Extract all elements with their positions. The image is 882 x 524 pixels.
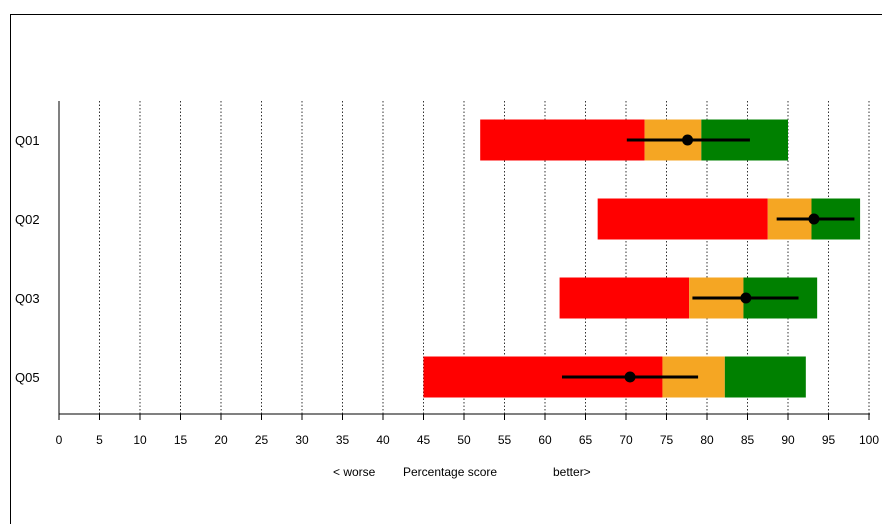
- x-tick-label: 60: [538, 433, 552, 447]
- score-point: [808, 213, 820, 225]
- bar-segment-red: [480, 119, 645, 161]
- x-tick-label: 85: [741, 433, 755, 447]
- x-tick-label: 55: [498, 433, 512, 447]
- bar-segment-red: [559, 277, 690, 319]
- category-label: Q02: [15, 212, 40, 227]
- x-axis: 0 5 10 15 20 25 30 35 40 45 50 55 60 65 70 75 80 85 90 95 10…: [56, 413, 879, 447]
- score-point: [740, 292, 752, 304]
- axis-notes: < worse Percentage score better>: [333, 465, 591, 479]
- x-tick-label: 75: [660, 433, 674, 447]
- x-tick-label: 30: [295, 433, 309, 447]
- score-bands: [423, 119, 861, 398]
- x-label-worse: < worse: [333, 465, 376, 479]
- category-labels: Q01 Q02 Q03 Q05: [15, 133, 40, 385]
- x-tick-label: 40: [376, 433, 390, 447]
- score-point: [624, 371, 636, 383]
- score-point: [682, 134, 694, 146]
- category-label: Q03: [15, 291, 40, 306]
- x-axis-title: Percentage score: [403, 465, 497, 479]
- category-label: Q05: [15, 370, 40, 385]
- bar-segment-green: [724, 356, 806, 398]
- x-tick-label: 15: [174, 433, 188, 447]
- x-tick-label: 0: [56, 433, 63, 447]
- x-label-better: better>: [553, 465, 591, 479]
- x-tick-label: 90: [781, 433, 795, 447]
- x-tick-label: 80: [700, 433, 714, 447]
- bar-segment-red: [597, 198, 768, 240]
- x-tick-label: 70: [619, 433, 633, 447]
- x-tick-label: 5: [96, 433, 103, 447]
- gridlines: [58, 101, 870, 414]
- score-points: [562, 134, 855, 383]
- frame-left-border: [10, 14, 11, 524]
- x-tick-label: 20: [214, 433, 228, 447]
- x-tick-label: 35: [336, 433, 350, 447]
- x-tick-label: 65: [579, 433, 593, 447]
- x-tick-label: 95: [822, 433, 836, 447]
- category-label: Q01: [15, 133, 40, 148]
- x-tick-label: 45: [417, 433, 431, 447]
- x-tick-label: 100: [859, 433, 879, 447]
- x-tick-label: 50: [457, 433, 471, 447]
- frame-top-border: [10, 14, 882, 15]
- x-tick-label: 10: [133, 433, 147, 447]
- x-tick-label: 25: [255, 433, 269, 447]
